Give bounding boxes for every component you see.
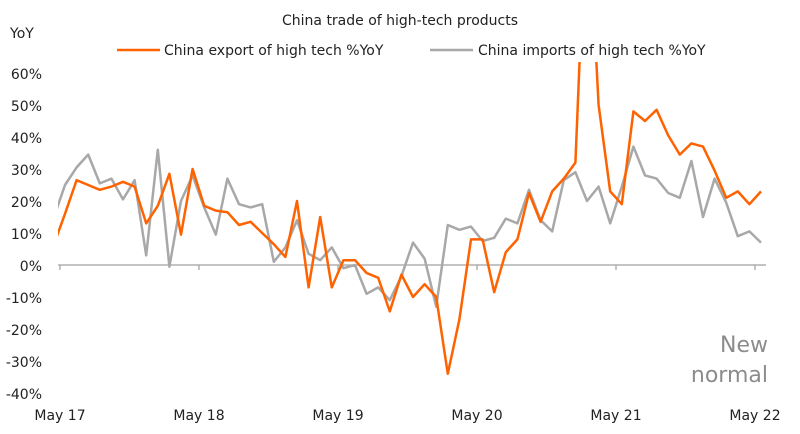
y-tick-label: -30%: [6, 355, 42, 371]
y-tick-label: 30%: [11, 163, 42, 179]
y-tick-label: 60%: [11, 67, 42, 83]
y-tick-label: -10%: [6, 291, 42, 307]
y-tick-label: 10%: [11, 227, 42, 243]
x-tick-label: May 19: [312, 408, 363, 424]
x-tick-label: May 17: [34, 408, 85, 424]
y-axis-label: YoY: [9, 26, 34, 42]
y-tick-label: 50%: [11, 99, 42, 115]
y-tick-label: -40%: [6, 387, 42, 403]
y-tick-label: 40%: [11, 131, 42, 147]
y-tick-label: 0%: [20, 259, 42, 275]
chart-title: China trade of high-tech products: [282, 13, 518, 29]
x-tick-label: May 22: [729, 408, 780, 424]
x-tick-label: May 21: [590, 408, 641, 424]
legend-label-imports: China imports of high tech %YoY: [478, 43, 706, 59]
y-tick-label: 20%: [11, 195, 42, 211]
legend-label-export: China export of high tech %YoY: [164, 43, 384, 59]
legend: China export of high tech %YoY China imp…: [117, 43, 706, 59]
y-tick-label: -20%: [6, 323, 42, 339]
x-tick-label: May 18: [173, 408, 224, 424]
series-line-imports: [53, 147, 761, 307]
annotation-new: New: [720, 333, 768, 358]
annotation-normal: normal: [691, 363, 768, 388]
x-tick-label: May 20: [451, 408, 502, 424]
